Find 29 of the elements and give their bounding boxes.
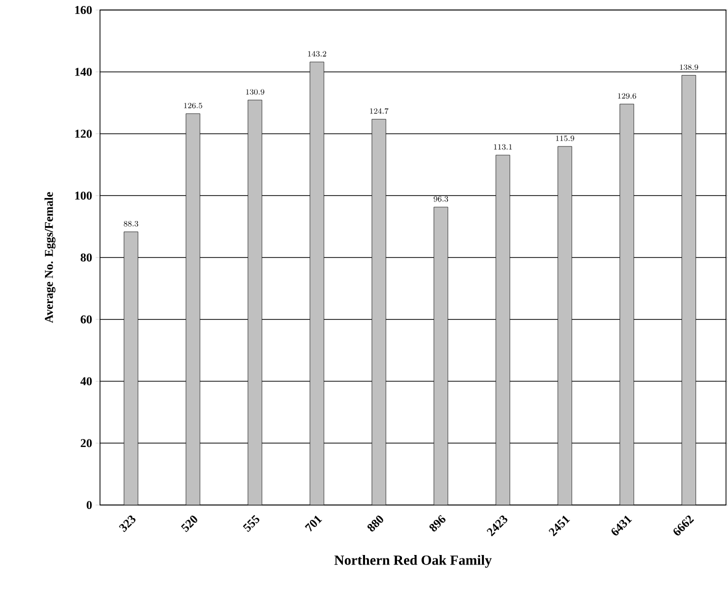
y-tick-label: 120 — [75, 130, 92, 138]
x-tick-label: 6662 — [674, 516, 694, 536]
x-tick-label: 555 — [242, 514, 260, 532]
y-tick-label: 60 — [80, 315, 92, 324]
bar — [186, 113, 200, 505]
bar — [558, 146, 572, 505]
bar — [620, 104, 634, 505]
x-tick-label: 701 — [304, 516, 322, 532]
y-tick-label: 100 — [75, 192, 92, 200]
x-tick-label: 323 — [119, 516, 136, 532]
bar — [434, 206, 448, 505]
bar — [310, 62, 324, 505]
y-tick-label: 80 — [80, 253, 92, 262]
bar — [248, 100, 262, 505]
x-tick-label: 6431 — [612, 516, 632, 536]
y-tick-label: 160 — [75, 6, 92, 14]
y-tick-label: 40 — [80, 377, 92, 386]
y-tick-label: 140 — [75, 68, 92, 76]
y-tick-label: 20 — [80, 439, 92, 448]
y-tick-label: 0 — [86, 500, 92, 510]
x-axis-title: Northern Red Oak Family — [334, 555, 492, 568]
x-tick-label: 880 — [367, 516, 384, 532]
x-tick-label: 520 — [181, 516, 198, 532]
bar — [372, 119, 386, 505]
bar — [124, 232, 138, 505]
bar — [682, 75, 696, 505]
y-axis-title: Average No. Eggs/Female — [44, 192, 56, 324]
bar — [496, 154, 510, 505]
x-tick-label: 896 — [429, 515, 446, 532]
